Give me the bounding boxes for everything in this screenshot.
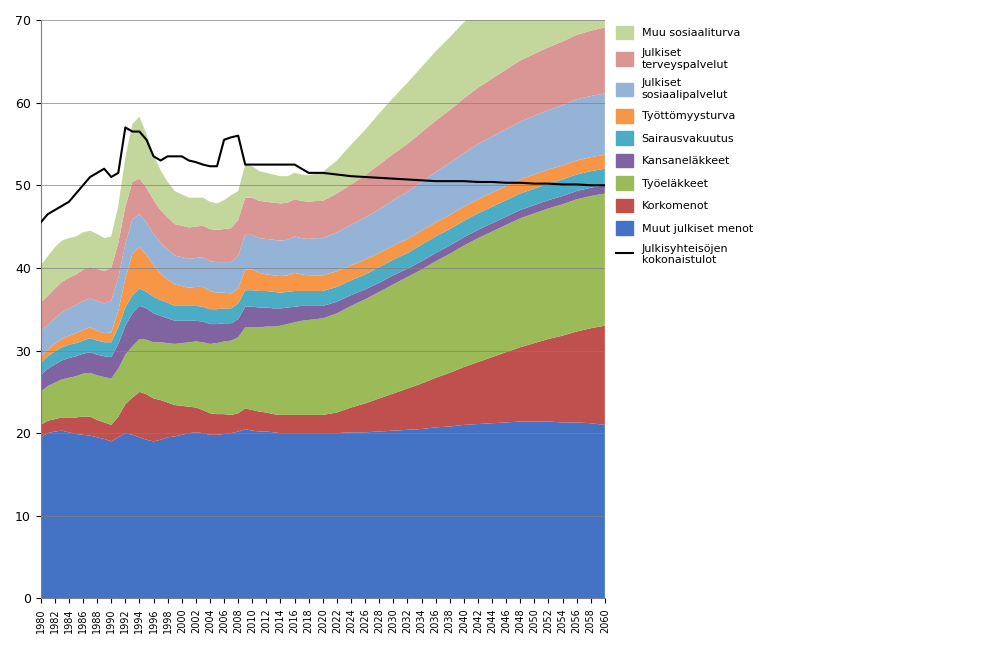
Legend: Muu sosiaaliturva, Julkiset
terveyspalvelut, Julkiset
sosiaalipalvelut, Työttömy: Muu sosiaaliturva, Julkiset terveyspalve…	[615, 25, 752, 265]
